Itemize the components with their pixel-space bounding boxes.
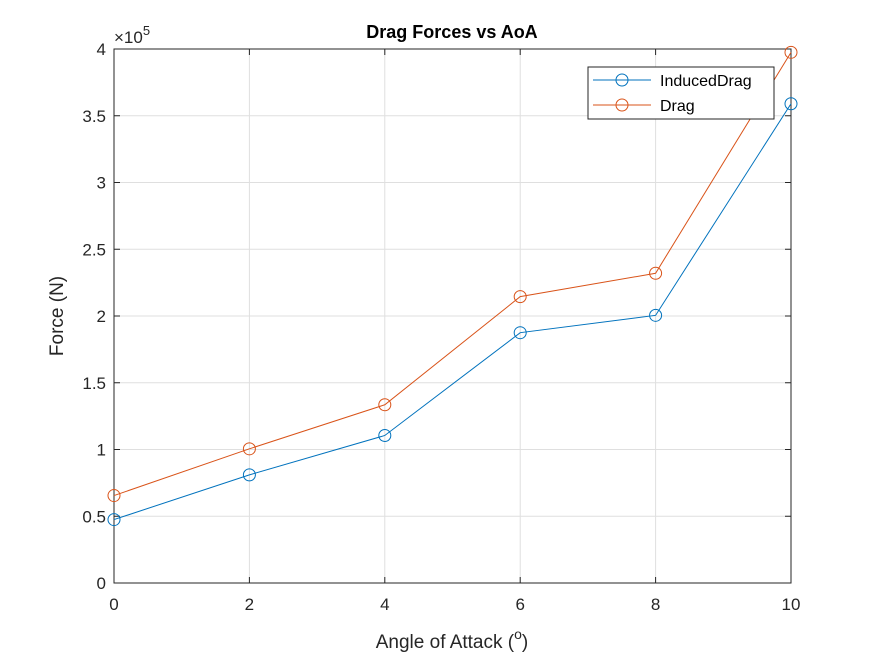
x-tick-label: 6 xyxy=(515,595,524,614)
data-point-drag xyxy=(242,442,256,456)
y-tick-label: 1 xyxy=(97,441,106,460)
data-point-induced-drag xyxy=(784,97,798,111)
series-markers xyxy=(107,45,798,527)
legend-marker-drag xyxy=(615,98,629,112)
data-point-induced-drag xyxy=(107,513,121,527)
x-tick-label: 8 xyxy=(651,595,660,614)
data-point-induced-drag xyxy=(513,326,527,340)
y-tick-label: 2 xyxy=(97,307,106,326)
y-tick-label: 3.5 xyxy=(82,107,106,126)
legend-marker-induced-drag xyxy=(615,73,629,87)
y-exponent-power: 5 xyxy=(143,23,150,38)
legend-label-induced-drag: InducedDrag xyxy=(660,73,752,90)
series-line-drag xyxy=(113,52,792,497)
x-axis-label: Angle of Attack (o) xyxy=(376,626,528,653)
y-tick-label: 1.5 xyxy=(82,374,106,393)
y-tick-label: 4 xyxy=(97,40,106,59)
axes xyxy=(113,48,792,584)
legend: InducedDrag Drag xyxy=(587,66,775,120)
x-axis-label-close: ) xyxy=(522,632,528,653)
tick-labels: 0 2 4 6 8 10 0 0.5 1 1.5 2 2.5 3 3.5 4 xyxy=(82,40,800,614)
x-tick-label: 2 xyxy=(245,595,254,614)
y-tick-label: 2.5 xyxy=(82,240,106,259)
chart-title: Drag Forces vs AoA xyxy=(366,22,537,42)
data-point-induced-drag xyxy=(649,308,663,322)
y-exponent-base: ×10 xyxy=(114,28,143,47)
y-axis-label: Force (N) xyxy=(47,276,68,356)
x-axis-label-main: Angle of Attack ( xyxy=(376,632,515,653)
legend-label-drag: Drag xyxy=(660,98,695,115)
series-line-induced-drag xyxy=(113,103,792,521)
x-tick-label: 4 xyxy=(380,595,389,614)
data-point-induced-drag xyxy=(242,468,256,482)
x-tick-label: 10 xyxy=(782,595,801,614)
data-point-drag xyxy=(784,45,798,59)
data-point-drag xyxy=(513,290,527,304)
y-exponent-label: ×105 xyxy=(114,23,150,47)
x-tick-label: 0 xyxy=(109,595,118,614)
data-point-drag xyxy=(649,266,663,280)
x-axis-label-super: o xyxy=(514,626,522,642)
y-tick-label: 3 xyxy=(97,174,106,193)
y-tick-label: 0 xyxy=(97,574,106,593)
data-point-drag xyxy=(378,398,392,412)
series-lines xyxy=(113,52,792,521)
y-tick-label: 0.5 xyxy=(82,507,106,526)
data-point-induced-drag xyxy=(378,428,392,442)
data-point-drag xyxy=(107,489,121,503)
